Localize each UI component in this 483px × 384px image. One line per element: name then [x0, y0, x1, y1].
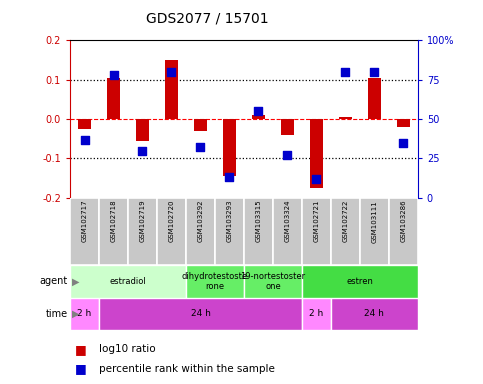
Text: estren: estren — [346, 277, 373, 286]
Bar — [186, 265, 244, 298]
Bar — [302, 298, 331, 330]
Bar — [397, 119, 410, 127]
Bar — [99, 298, 302, 330]
Text: ■: ■ — [75, 362, 86, 375]
Bar — [70, 265, 186, 298]
Point — [313, 176, 320, 182]
Bar — [136, 119, 149, 141]
Bar — [302, 198, 331, 265]
Text: GSM103286: GSM103286 — [400, 200, 406, 242]
Bar — [331, 198, 360, 265]
Point — [197, 144, 204, 151]
Text: GSM102718: GSM102718 — [111, 200, 116, 242]
Text: 24 h: 24 h — [190, 310, 211, 318]
Bar — [194, 119, 207, 131]
Bar — [70, 198, 99, 265]
Bar — [273, 198, 302, 265]
Text: ■: ■ — [75, 343, 86, 356]
Text: 24 h: 24 h — [364, 310, 384, 318]
Text: log10 ratio: log10 ratio — [99, 344, 156, 354]
Bar — [339, 117, 352, 119]
Point — [110, 72, 117, 78]
Text: GDS2077 / 15701: GDS2077 / 15701 — [146, 12, 269, 25]
Text: agent: agent — [40, 276, 68, 286]
Bar — [223, 119, 236, 176]
Text: ▶: ▶ — [72, 276, 80, 286]
Bar — [368, 78, 381, 119]
Text: 2 h: 2 h — [309, 310, 324, 318]
Text: GSM103324: GSM103324 — [284, 200, 290, 242]
Text: GSM103315: GSM103315 — [256, 200, 261, 242]
Text: estradiol: estradiol — [110, 277, 146, 286]
Point — [370, 69, 378, 75]
Text: GSM102719: GSM102719 — [140, 200, 145, 242]
Bar — [244, 265, 302, 298]
Text: percentile rank within the sample: percentile rank within the sample — [99, 364, 275, 374]
Point — [255, 108, 262, 114]
Text: 19-nortestoster
one: 19-nortestoster one — [241, 271, 305, 291]
Text: dihydrotestoste
rone: dihydrotestoste rone — [182, 271, 248, 291]
Bar — [78, 119, 91, 129]
Text: GSM102720: GSM102720 — [169, 200, 174, 242]
Bar — [128, 198, 157, 265]
Text: GSM102717: GSM102717 — [82, 200, 87, 242]
Bar — [70, 298, 99, 330]
Point — [139, 147, 146, 154]
Bar — [107, 78, 120, 119]
Bar — [281, 119, 294, 135]
Point — [168, 69, 175, 75]
Text: GSM102722: GSM102722 — [342, 200, 348, 242]
Text: GSM103111: GSM103111 — [371, 200, 377, 243]
Bar — [252, 115, 265, 119]
Point — [284, 152, 291, 158]
Bar — [302, 265, 418, 298]
Bar — [157, 198, 186, 265]
Bar — [310, 119, 323, 188]
Bar — [331, 298, 418, 330]
Text: GSM103293: GSM103293 — [227, 200, 232, 242]
Text: time: time — [45, 309, 68, 319]
Text: GSM103292: GSM103292 — [198, 200, 203, 242]
Point — [81, 136, 88, 142]
Text: GSM102721: GSM102721 — [313, 200, 319, 242]
Bar — [244, 198, 273, 265]
Bar — [165, 60, 178, 119]
Bar — [389, 198, 418, 265]
Point — [399, 139, 407, 146]
Bar — [186, 198, 215, 265]
Text: 2 h: 2 h — [77, 310, 92, 318]
Bar — [99, 198, 128, 265]
Text: ▶: ▶ — [72, 309, 80, 319]
Bar — [215, 198, 244, 265]
Bar — [360, 198, 389, 265]
Point — [226, 174, 233, 180]
Point — [341, 69, 349, 75]
